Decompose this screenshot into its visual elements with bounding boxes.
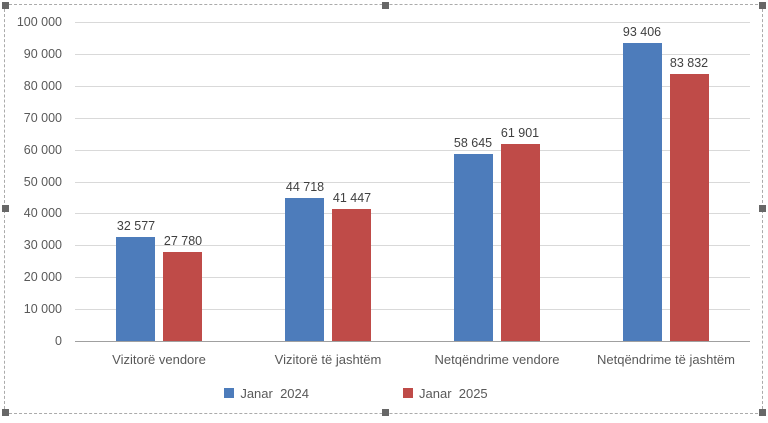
legend-swatch-icon — [403, 388, 413, 398]
bar-series2-cat1 — [163, 252, 202, 341]
y-axis-tick-label: 50 000 — [23, 175, 62, 189]
y-gridline — [75, 182, 750, 183]
y-axis-tick-label: 80 000 — [23, 79, 62, 93]
y-axis-tick-label: 60 000 — [23, 143, 62, 157]
resize-handle-sw[interactable] — [2, 409, 9, 416]
y-gridline — [75, 150, 750, 151]
x-axis-category-label: Vizitorë vendore — [112, 352, 206, 367]
y-axis-tick-label: 10 000 — [23, 302, 62, 316]
y-gridline — [75, 54, 750, 55]
bar-value-label: 41 447 — [332, 191, 372, 205]
bar-series2-cat2 — [332, 209, 371, 341]
x-axis-category-label: Vizitorë të jashtëm — [274, 352, 382, 367]
x-axis-category-label: Netqëndrime vendore — [434, 352, 560, 367]
y-gridline — [75, 86, 750, 87]
y-axis-tick-label: 70 000 — [23, 111, 62, 125]
y-axis-tick-label: 30 000 — [23, 238, 62, 252]
x-axis-category-label: Netqëndrime të jashtëm — [596, 352, 735, 367]
y-gridline — [75, 309, 750, 310]
legend-label: Janar 2024 — [240, 385, 309, 401]
resize-handle-e[interactable] — [759, 205, 766, 212]
y-axis-tick-label: 40 000 — [23, 206, 62, 220]
y-axis-tick-label: 20 000 — [23, 270, 62, 284]
resize-handle-n[interactable] — [382, 2, 389, 9]
bar-value-label: 93 406 — [622, 25, 662, 39]
y-gridline — [75, 213, 750, 214]
bar-value-label: 27 780 — [163, 234, 203, 248]
bar-value-label: 32 577 — [116, 219, 156, 233]
chart-legend: Janar 2024 Janar 2025 — [0, 384, 740, 402]
y-axis-tick-label: 0 — [55, 334, 62, 348]
y-gridline — [75, 245, 750, 246]
bar-series2-cat3 — [501, 144, 540, 341]
y-gridline — [75, 22, 750, 23]
resize-handle-ne[interactable] — [759, 2, 766, 9]
legend-swatch-icon — [224, 388, 235, 398]
y-gridline — [75, 118, 750, 119]
bar-value-label: 58 645 — [453, 136, 493, 150]
bar-series1-cat2 — [285, 198, 324, 341]
resize-handle-w[interactable] — [2, 205, 9, 212]
bar-series1-cat3 — [454, 154, 493, 341]
bar-value-label: 44 718 — [285, 180, 325, 194]
x-axis-line — [75, 341, 750, 342]
y-axis-tick-label: 90 000 — [23, 47, 62, 61]
bar-value-label: 61 901 — [500, 126, 540, 140]
y-axis-tick-label: 100 000 — [16, 15, 62, 29]
bar-series2-cat4 — [670, 74, 709, 341]
bar-series1-cat1 — [116, 237, 155, 341]
resize-handle-s[interactable] — [382, 409, 389, 416]
legend-label: Janar 2025 — [419, 385, 488, 401]
bar-series1-cat4 — [623, 43, 662, 341]
resize-handle-se[interactable] — [759, 409, 766, 416]
y-gridline — [75, 277, 750, 278]
resize-handle-nw[interactable] — [2, 2, 9, 9]
legend-item-series2: Janar 2025 — [403, 386, 488, 401]
legend-item-series1: Janar 2024 — [224, 386, 309, 401]
bar-value-label: 83 832 — [669, 56, 709, 70]
